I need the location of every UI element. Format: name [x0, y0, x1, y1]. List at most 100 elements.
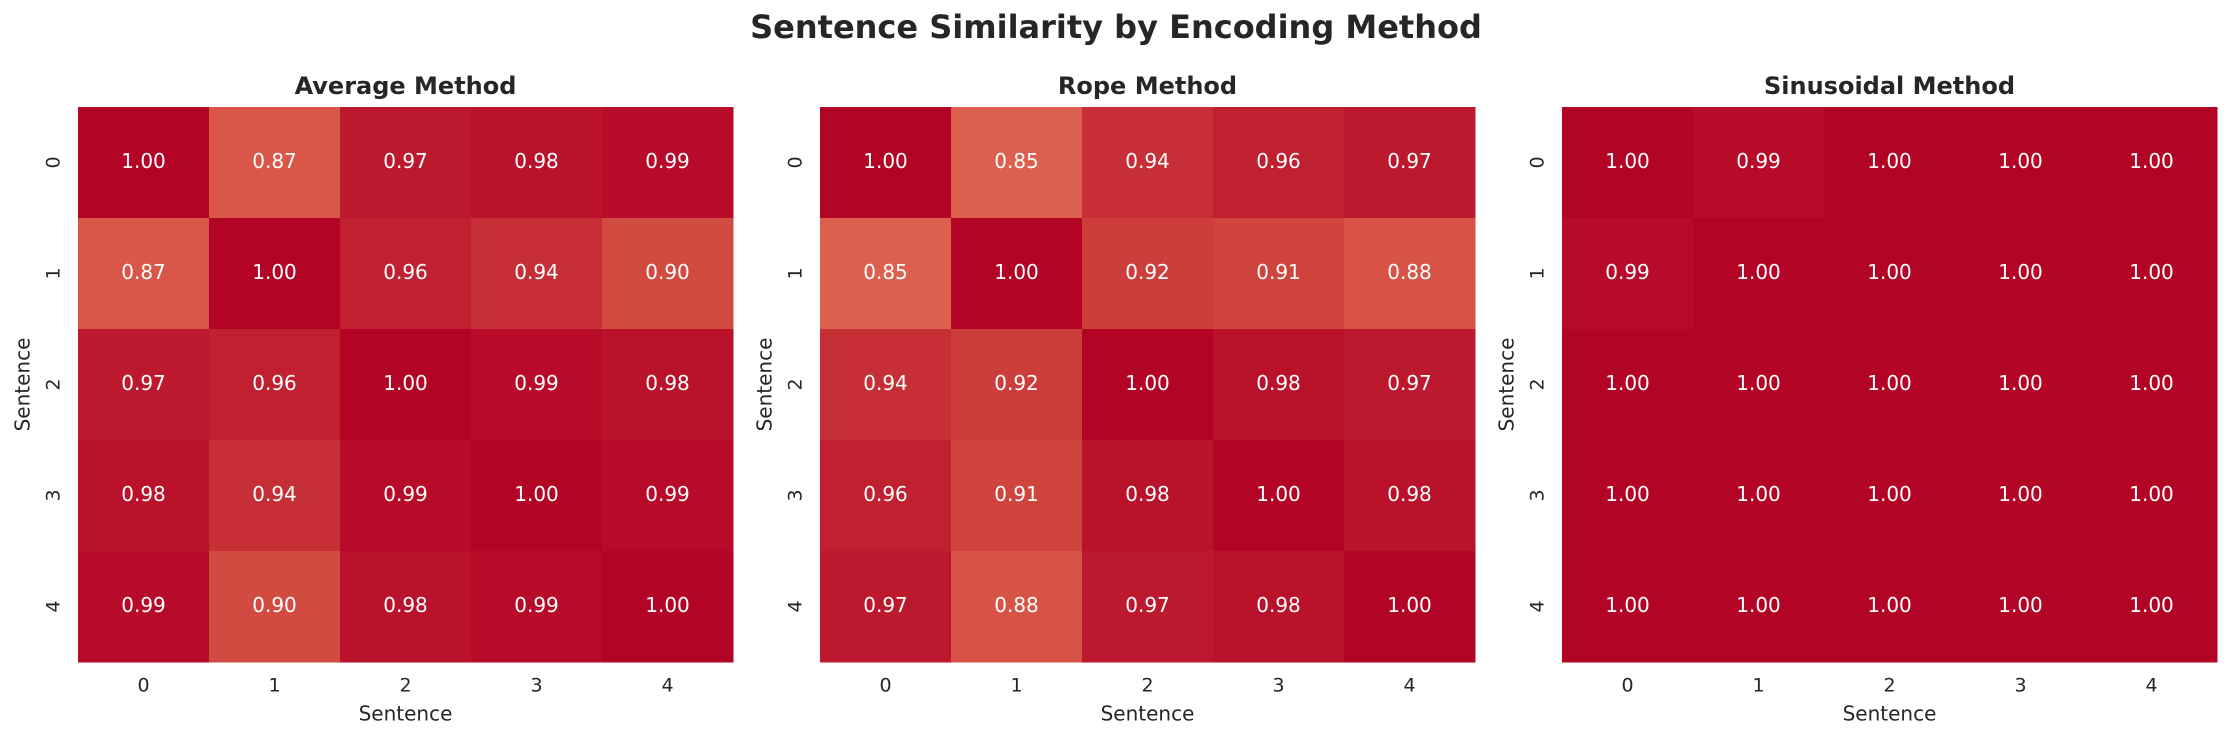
heatmap-cell [340, 329, 472, 441]
x-tick-label: 4 [1403, 675, 1415, 697]
cell-label: 0.99 [383, 482, 428, 506]
heatmap-cell [1824, 107, 1956, 219]
heatmap-cell [1213, 107, 1345, 219]
heatmap-cell [1344, 218, 1476, 330]
cell-label: 0.85 [863, 260, 908, 284]
heatmap-cell [471, 107, 603, 219]
y-tick-label: 0 [1527, 156, 1549, 168]
cell-label: 1.00 [2129, 482, 2174, 506]
heatmap-cell [340, 551, 472, 663]
heatmap-cell [1955, 329, 2087, 441]
heatmap-cell [2086, 440, 2218, 552]
cell-label: 1.00 [1256, 482, 1301, 506]
heatmap-cell [78, 107, 210, 219]
cell-label: 0.97 [121, 371, 166, 395]
y-tick-label: 3 [1527, 489, 1549, 501]
heatmap-cell [1562, 551, 1694, 663]
cell-label: 0.94 [514, 260, 559, 284]
heatmap-cell [951, 440, 1083, 552]
heatmap-cell [78, 218, 210, 330]
heatmap-cell [602, 440, 734, 552]
cell-label: 0.87 [252, 149, 297, 173]
x-axis-label: Sentence [1843, 702, 1937, 726]
heatmap-cell [602, 107, 734, 219]
figure-title: Sentence Similarity by Encoding Method [750, 8, 1482, 46]
heatmap-cell [1344, 329, 1476, 441]
cell-label: 0.87 [121, 260, 166, 284]
heatmap-cell [1082, 107, 1214, 219]
cell-label: 1.00 [1867, 593, 1912, 617]
heatmap-cell [1693, 218, 1825, 330]
cell-label: 0.99 [514, 593, 559, 617]
heatmap-cell [2086, 329, 2218, 441]
heatmap-cell [1955, 218, 2087, 330]
cell-label: 1.00 [1125, 371, 1170, 395]
cell-label: 0.88 [994, 593, 1039, 617]
heatmap-cell [1955, 551, 2087, 663]
cell-label: 1.00 [1998, 260, 2043, 284]
panel-title: Sinusoidal Method [1764, 72, 2015, 100]
heatmap-cell [209, 551, 341, 663]
cell-label: 1.00 [1605, 593, 1650, 617]
heatmap-cell [209, 329, 341, 441]
x-tick-label: 2 [399, 675, 411, 697]
x-tick-label: 3 [1272, 675, 1284, 697]
y-tick-label: 0 [43, 156, 65, 168]
cell-label: 0.99 [1736, 149, 1781, 173]
y-tick-label: 1 [785, 267, 807, 279]
y-tick-label: 4 [1527, 600, 1549, 612]
heatmap-cell [1082, 551, 1214, 663]
cell-label: 0.91 [994, 482, 1039, 506]
cell-label: 0.99 [645, 482, 690, 506]
x-tick-label: 4 [661, 675, 673, 697]
cell-label: 1.00 [994, 260, 1039, 284]
cell-label: 0.92 [994, 371, 1039, 395]
x-tick-label: 1 [1752, 675, 1764, 697]
heatmap-cell [1344, 551, 1476, 663]
heatmap-cell [1693, 107, 1825, 219]
heatmap-cell [78, 440, 210, 552]
cell-label: 1.00 [121, 149, 166, 173]
heatmap-cell [820, 551, 952, 663]
heatmap-cell [1562, 440, 1694, 552]
heatmap-cell [471, 218, 603, 330]
y-axis-label: Sentence [753, 338, 777, 432]
heatmap-cell [1955, 107, 2087, 219]
heatmap-cell [2086, 551, 2218, 663]
cell-label: 0.94 [863, 371, 908, 395]
x-tick-label: 1 [1010, 675, 1022, 697]
y-axis-label: Sentence [11, 338, 35, 432]
cell-label: 1.00 [863, 149, 908, 173]
cell-label: 0.94 [252, 482, 297, 506]
cell-label: 0.96 [252, 371, 297, 395]
cell-label: 1.00 [1387, 593, 1432, 617]
heatmap-cell [471, 551, 603, 663]
y-tick-label: 4 [785, 600, 807, 612]
heatmap-cell [820, 218, 952, 330]
x-axis-label: Sentence [1101, 702, 1195, 726]
cell-label: 1.00 [1998, 593, 2043, 617]
heatmap-cell [2086, 107, 2218, 219]
heatmap-cell [820, 107, 952, 219]
heatmap-cell [820, 440, 952, 552]
cell-label: 0.99 [514, 371, 559, 395]
cell-label: 0.97 [383, 149, 428, 173]
cell-label: 1.00 [2129, 149, 2174, 173]
cell-label: 1.00 [2129, 593, 2174, 617]
x-tick-label: 0 [879, 675, 891, 697]
cell-label: 1.00 [1998, 371, 2043, 395]
heatmap-cell [1824, 329, 1956, 441]
cell-label: 1.00 [1736, 593, 1781, 617]
cell-label: 1.00 [2129, 371, 2174, 395]
cell-label: 0.85 [994, 149, 1039, 173]
cell-label: 0.99 [121, 593, 166, 617]
y-tick-label: 3 [785, 489, 807, 501]
cell-label: 1.00 [1998, 482, 2043, 506]
cell-label: 0.97 [1387, 371, 1432, 395]
y-tick-label: 2 [43, 378, 65, 390]
cell-label: 0.90 [645, 260, 690, 284]
x-tick-label: 0 [1621, 675, 1633, 697]
heatmap-cell [1082, 218, 1214, 330]
heatmap-cell [1824, 551, 1956, 663]
heatmap-cell [951, 551, 1083, 663]
